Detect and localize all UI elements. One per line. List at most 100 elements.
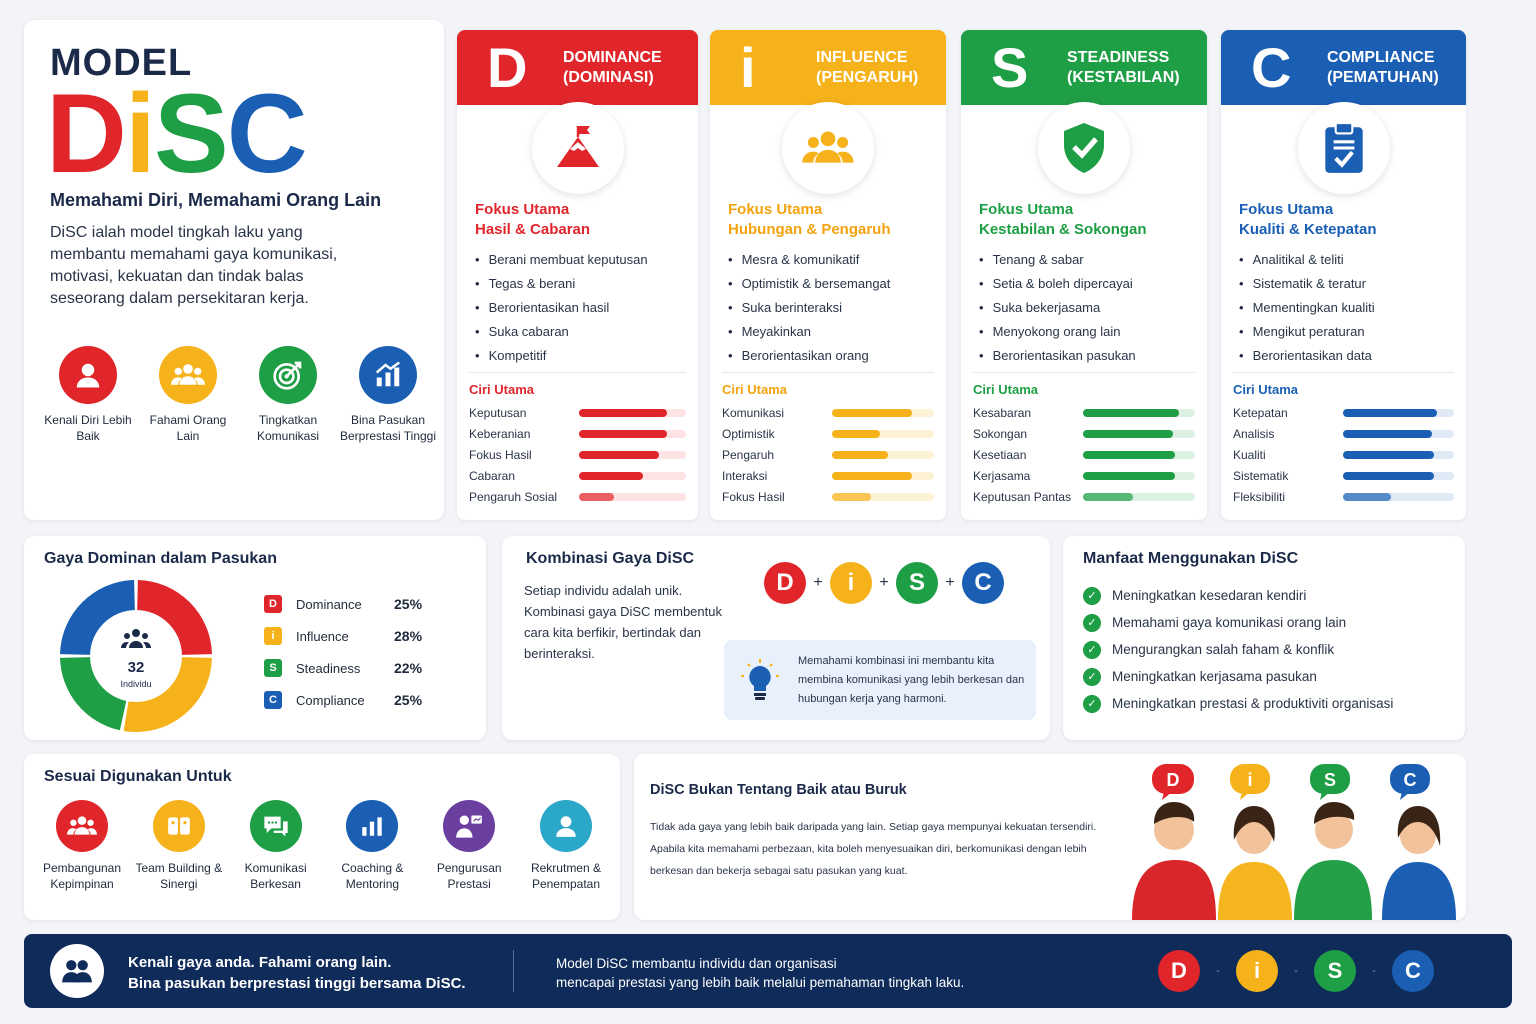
- trait-bar: [579, 408, 686, 417]
- trait-bars: Keputusan Keberanian Fokus Hasil Cabaran Pen…: [469, 402, 686, 507]
- mountain-flag-icon: [531, 102, 624, 194]
- legend-name: Dominance: [296, 596, 362, 612]
- style-letter: D: [487, 35, 528, 99]
- list-item: Sistematik & teratur: [1239, 272, 1375, 296]
- trait-row: Pengaruh Sosial: [469, 486, 686, 507]
- check-icon: ✓: [1083, 586, 1101, 605]
- check-icon: ✓: [1083, 640, 1101, 659]
- style-name-ms: (PEMATUHAN): [1327, 68, 1439, 86]
- trait-bar: [1343, 429, 1454, 438]
- style-name-en: INFLUENCE: [816, 48, 908, 66]
- style-header: C COMPLIANCE (PEMATUHAN): [1221, 30, 1466, 105]
- style-header: S STEADINESS (KESTABILAN): [961, 30, 1207, 105]
- footer-line1: Kenali gaya anda. Fahami orang lain.: [128, 954, 392, 971]
- bar-chart-icon: [346, 800, 399, 852]
- benefit-item: Tingkatkan Komunikasi: [238, 346, 338, 444]
- combination-panel: Kombinasi Gaya DiSC Setiap individu adal…: [502, 536, 1050, 740]
- style-name-en: DOMINANCE: [563, 48, 662, 66]
- benefit-text: Memahami gaya komunikasi orang lain: [1112, 615, 1347, 630]
- list-item: Optimistik & bersemangat: [728, 272, 891, 296]
- plus-sign: +: [945, 574, 955, 591]
- divider: [513, 950, 514, 992]
- list-item: Berorientasikan pasukan: [979, 344, 1136, 368]
- disc-logo: DiSC: [46, 78, 308, 190]
- hero-description: DiSC ialah model tingkah laku yang memba…: [50, 224, 338, 307]
- bubble-letter: D: [1167, 770, 1180, 790]
- trait-bar-fill: [832, 408, 912, 417]
- list-item: ✓ Meningkatkan kerjasama pasukan: [1083, 663, 1393, 690]
- footer-right1: Model DiSC membantu individu dan organis…: [556, 956, 837, 971]
- focus-label: Fokus Utama: [979, 201, 1074, 218]
- focus-block: Fokus Utama Kestabilan & Sokongan: [979, 200, 1147, 240]
- combo-s: S: [896, 562, 938, 604]
- trait-bar: [832, 429, 934, 438]
- benefit-text: Meningkatkan kerjasama pasukan: [1112, 669, 1317, 684]
- trait-bar-fill: [832, 429, 880, 438]
- trait-bar-fill: [1083, 492, 1134, 501]
- legend-item: C Compliance 25%: [264, 684, 422, 716]
- focus-block: Fokus Utama Kualiti & Ketepatan: [1239, 200, 1377, 240]
- bubble-letter: i: [1247, 770, 1252, 790]
- trait-bar-fill: [1083, 408, 1180, 417]
- trait-row: Ketepatan: [1233, 402, 1454, 423]
- hero-tagline: Memahami Diri, Memahami Orang Lain: [50, 190, 382, 210]
- list-item: Berorientasikan hasil: [475, 296, 648, 320]
- trait-name: Optimistik: [722, 426, 775, 441]
- divider: [973, 372, 1195, 373]
- footer-description: Model DiSC membantu individu dan organis…: [556, 954, 964, 992]
- trait-name: Keputusan: [469, 405, 527, 420]
- trait-name: Keberanian: [469, 426, 531, 441]
- legend-pct: 28%: [394, 628, 423, 644]
- list-item: Mementingkan kualiti: [1239, 296, 1375, 320]
- trait-bar: [1083, 408, 1195, 417]
- trait-row: Analisis: [1233, 423, 1454, 444]
- list-item: Menyokong orang lain: [979, 320, 1136, 344]
- speech-bubble-s: S: [1310, 764, 1350, 800]
- trait-bar: [832, 471, 934, 480]
- footer-d: D: [1158, 950, 1200, 992]
- hero-model-label: MODEL: [50, 42, 193, 84]
- trait-bars: Komunikasi Optimistik Pengaruh Interaksi Fok…: [722, 402, 934, 507]
- trait-bar-fill: [832, 492, 871, 501]
- plus-sign: +: [813, 574, 823, 591]
- use-case-label: Team Building & Sinergi: [135, 861, 223, 891]
- trait-bar-fill: [579, 450, 660, 459]
- trait-row: Sokongan: [973, 423, 1195, 444]
- list-item: Setia & boleh dipercayai: [979, 272, 1136, 296]
- person-green: [1294, 802, 1372, 920]
- list-item: Mesra & komunikatif: [728, 248, 890, 272]
- list-item: ✓ Memahami gaya komunikasi orang lain: [1083, 609, 1393, 636]
- trait-bar-fill: [1343, 492, 1391, 501]
- benefit-label: Tingkatkan Komunikasi: [256, 413, 320, 443]
- trait-bar-fill: [832, 450, 889, 459]
- trait-name: Analisis: [1233, 426, 1275, 441]
- combination-text: Setiap individu adalah unik. Kombinasi g…: [524, 583, 722, 661]
- list-item: Suka bekerjasama: [979, 296, 1136, 320]
- list-item: Suka cabaran: [475, 320, 648, 344]
- footer-i: i: [1236, 950, 1278, 992]
- use-case-list: Pembangunan Kepimpinan Team Building & S…: [34, 800, 614, 892]
- style-name-en: STEADINESS: [1067, 48, 1170, 66]
- hero-panel: MODEL DiSC Memahami Diri, Memahami Orang…: [24, 20, 444, 520]
- trait-bar-fill: [832, 471, 912, 480]
- separator: -: [1372, 965, 1376, 977]
- trait-row: Keberanian: [469, 423, 686, 444]
- trait-bar-fill: [1343, 429, 1432, 438]
- legend-item: D Dominance 25%: [264, 588, 422, 620]
- use-case-item: Rekrutmen & Penempatan: [518, 800, 614, 892]
- trait-bar-fill: [1343, 408, 1438, 417]
- check-icon: ✓: [1083, 694, 1101, 713]
- style-letter: C: [1251, 35, 1292, 99]
- not-good-bad-panel: DiSC Bukan Tentang Baik atau Buruk Tidak…: [634, 754, 1466, 920]
- footer-letters: D - i - S - C: [1158, 950, 1434, 992]
- trait-row: Keputusan: [469, 402, 686, 423]
- trait-row: Keputusan Pantas: [973, 486, 1195, 507]
- focus-block: Fokus Utama Hubungan & Pengaruh: [728, 200, 891, 240]
- style-name-ms: (PENGARUH): [816, 68, 919, 86]
- people-group-icon: [782, 102, 874, 194]
- benefit-item: Bina Pasukan Berprestasi Tinggi: [338, 346, 438, 444]
- style-card-compliance: C COMPLIANCE (PEMATUHAN) Fokus Utama Kuali…: [1221, 30, 1466, 520]
- hero-benefits: Kenali Diri Lebih Baik Fahami Orang Lain…: [38, 346, 438, 444]
- legend-swatch: C: [264, 691, 282, 709]
- style-letter: S: [991, 35, 1029, 99]
